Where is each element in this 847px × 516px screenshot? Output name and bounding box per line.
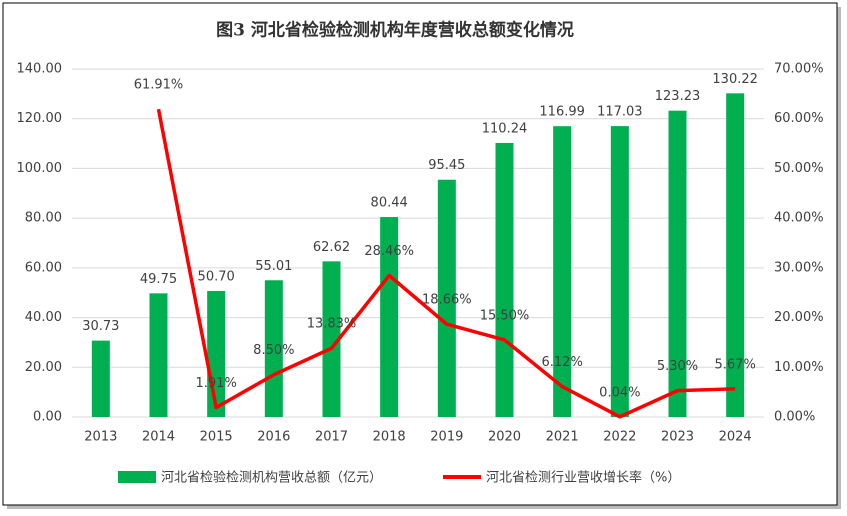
bar <box>610 126 629 417</box>
line-value-label: 28.46% <box>364 244 414 259</box>
bar <box>91 340 110 417</box>
x-tick-label: 2022 <box>603 430 636 445</box>
y-tick-label: 140.00 <box>17 62 63 77</box>
x-tick-label: 2013 <box>84 430 117 445</box>
bar <box>380 217 399 417</box>
x-tick-label: 2024 <box>719 430 752 445</box>
y2-tick-label: 60.00% <box>774 111 824 126</box>
frame <box>2 2 838 506</box>
bar-value-label: 50.70 <box>198 269 235 284</box>
x-tick-label: 2015 <box>200 430 233 445</box>
legend-label: 河北省检验检测机构营收总额（亿元） <box>161 470 382 486</box>
bar-value-label: 49.75 <box>140 272 177 287</box>
bar-value-label: 123.23 <box>655 89 701 104</box>
line-value-label: 5.67% <box>715 357 756 372</box>
y2-tick-label: 50.00% <box>774 161 824 176</box>
y-tick-label: 0.00 <box>33 410 62 425</box>
line-value-label: 13.83% <box>307 317 357 332</box>
bar-value-label: 116.99 <box>539 105 585 120</box>
line-value-label: 5.30% <box>657 359 698 374</box>
line <box>156 108 736 419</box>
x-tick-label: 2023 <box>661 430 694 445</box>
x-tick-label: 2016 <box>257 430 290 445</box>
y2-tick-label: 20.00% <box>774 310 824 325</box>
line-value-label: 18.66% <box>422 293 472 308</box>
x-tick-label: 2018 <box>373 430 406 445</box>
x-tick-label: 2020 <box>488 430 521 445</box>
y-tick-label: 20.00 <box>25 360 62 375</box>
bar-value-label: 80.44 <box>371 196 408 211</box>
bar <box>149 293 168 417</box>
x-tick-label: 2021 <box>546 430 579 445</box>
y2-tick-label: 10.00% <box>774 360 824 375</box>
y-tick-label: 100.00 <box>17 161 63 176</box>
line-value-label: 15.50% <box>480 308 530 323</box>
bar <box>207 290 226 417</box>
line-value-label: 0.04% <box>599 385 640 400</box>
bar-value-label: 95.45 <box>428 158 465 173</box>
bar <box>264 280 283 417</box>
x-tick-label: 2017 <box>315 430 348 445</box>
y-tick-label: 60.00 <box>25 260 62 275</box>
bar-value-label: 30.73 <box>82 319 119 334</box>
x-tick-label: 2014 <box>142 430 175 445</box>
bar-value-label: 55.01 <box>255 259 292 274</box>
line-value-label: 8.50% <box>253 343 294 358</box>
y-tick-label: 40.00 <box>25 310 62 325</box>
bar <box>495 142 514 417</box>
y2-tick-label: 70.00% <box>774 62 824 77</box>
y2-tick-label: 30.00% <box>774 260 824 275</box>
legend-swatch <box>118 471 156 483</box>
chart-title: 图3 河北省检验检测机构年度营收总额变化情况 <box>216 20 574 41</box>
y-tick-label: 80.00 <box>25 211 62 226</box>
y2-tick-label: 0.00% <box>774 410 815 425</box>
bar <box>322 261 341 417</box>
bar <box>553 126 572 417</box>
bar-value-label: 117.03 <box>597 105 643 120</box>
legend-label: 河北省检测行业营收增长率（%） <box>486 470 680 486</box>
x-tick-label: 2019 <box>430 430 463 445</box>
bar <box>726 93 745 417</box>
bar-value-label: 110.24 <box>482 121 528 136</box>
bar <box>668 110 687 417</box>
bar <box>437 179 456 417</box>
bar-value-label: 62.62 <box>313 240 350 255</box>
line-value-label: 6.12% <box>542 355 583 370</box>
y-tick-label: 120.00 <box>17 111 63 126</box>
line-value-label: 61.91% <box>134 78 184 93</box>
line-value-label: 1.91% <box>196 376 237 391</box>
y2-tick-label: 40.00% <box>774 211 824 226</box>
bar-value-label: 130.22 <box>712 72 758 87</box>
